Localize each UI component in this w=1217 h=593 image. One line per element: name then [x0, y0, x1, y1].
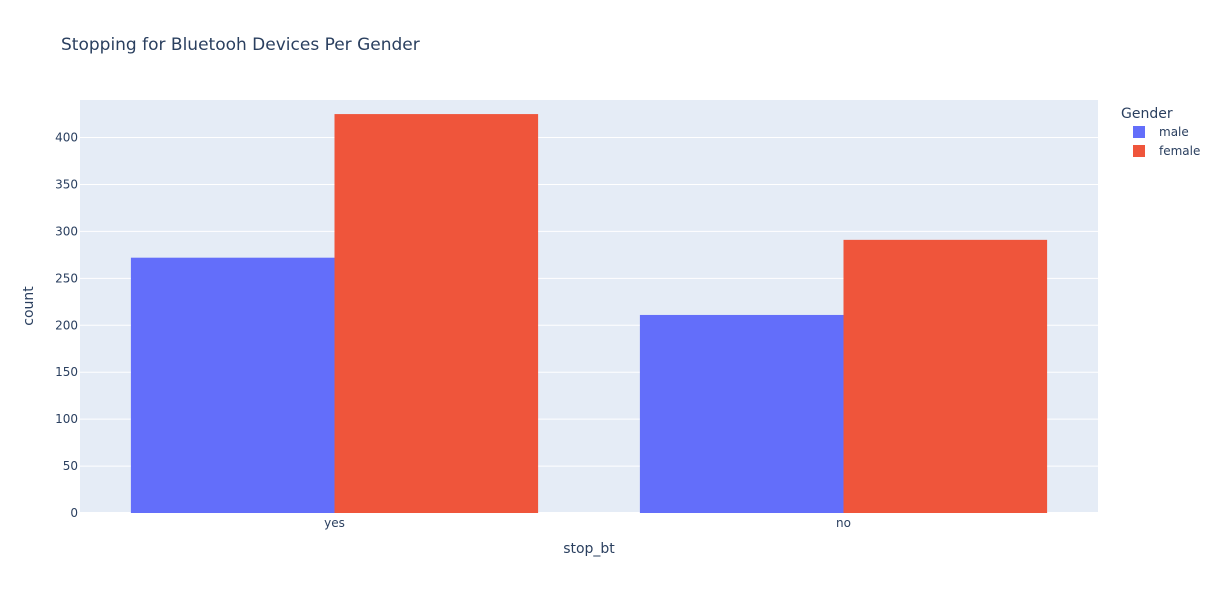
x-tick-label-yes: yes [324, 516, 345, 530]
x-axis-ticks: yes no [324, 516, 851, 530]
y-tick-label: 250 [55, 271, 78, 285]
y-tick-label: 100 [55, 412, 78, 426]
legend-label-female[interactable]: female [1159, 144, 1200, 158]
y-tick-label: 350 [55, 177, 78, 191]
bars [130, 114, 1048, 514]
y-tick-label: 0 [70, 506, 78, 520]
chart-title: Stopping for Bluetooh Devices Per Gender [61, 35, 420, 55]
x-tick-label-no: no [836, 516, 851, 530]
legend-swatch-male[interactable] [1133, 126, 1145, 138]
bar-male-yes[interactable] [130, 257, 335, 513]
legend[interactable]: Gender male female [1121, 106, 1200, 158]
bar-female-yes[interactable] [334, 114, 539, 514]
y-axis-title: count [21, 286, 37, 326]
y-tick-label: 50 [63, 459, 78, 473]
legend-swatch-female[interactable] [1133, 145, 1145, 157]
y-axis-ticks: 0 50 100 150 200 250 300 350 400 [55, 131, 78, 520]
legend-label-male[interactable]: male [1159, 125, 1189, 139]
x-axis-title: stop_bt [563, 541, 615, 557]
bar-male-no[interactable] [639, 314, 844, 513]
legend-title: Gender [1121, 106, 1173, 122]
y-tick-label: 400 [55, 131, 78, 145]
bar-female-no[interactable] [843, 239, 1048, 513]
y-tick-label: 300 [55, 224, 78, 238]
y-tick-label: 150 [55, 365, 78, 379]
y-tick-label: 200 [55, 318, 78, 332]
